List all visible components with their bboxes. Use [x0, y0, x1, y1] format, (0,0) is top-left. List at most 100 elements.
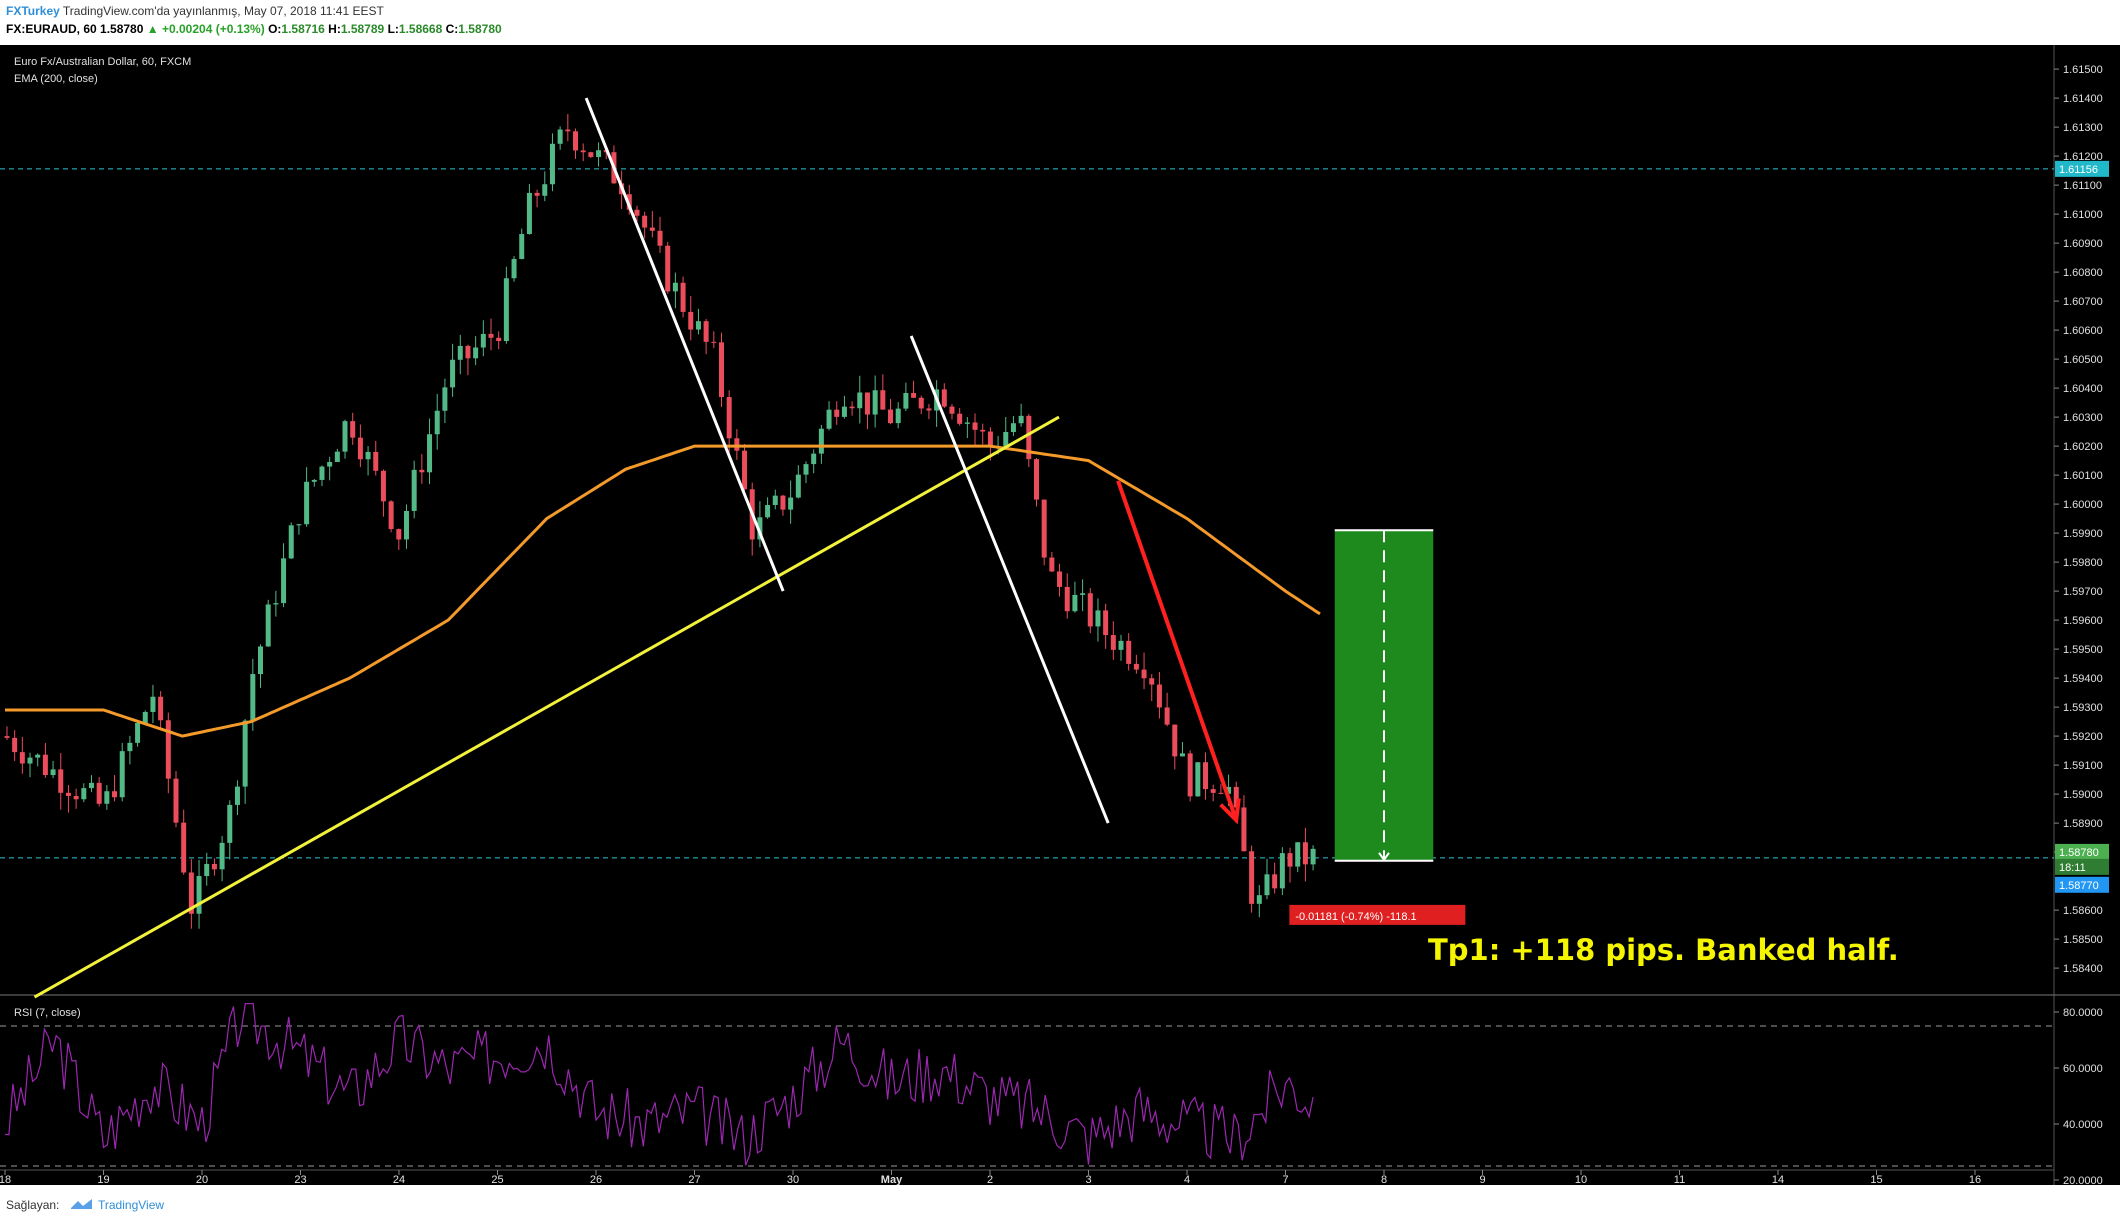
candle-body — [388, 501, 394, 530]
candle-body — [634, 209, 640, 216]
candle-body — [319, 466, 325, 480]
candle-body — [903, 393, 909, 409]
candle-body — [296, 524, 302, 526]
candle-body — [1272, 874, 1278, 889]
candle-body — [1302, 842, 1308, 865]
candle-body — [273, 603, 279, 605]
price-tick-label: 1.60500 — [2063, 354, 2103, 366]
candle-body — [1164, 707, 1170, 725]
price-tick-label: 1.60300 — [2063, 412, 2103, 424]
candle-body — [657, 230, 663, 246]
current-price-tag: 1.58780 — [2059, 847, 2099, 859]
candle-body — [473, 347, 479, 359]
candle-body — [81, 788, 87, 800]
candle-body — [127, 742, 133, 752]
candle-body — [742, 450, 748, 490]
candle-body — [573, 131, 579, 151]
countdown-tag-bg — [2055, 858, 2109, 875]
white-downtrend-line — [584, 97, 785, 592]
candle-body — [104, 791, 110, 804]
candle-body — [757, 517, 763, 540]
candle-body — [304, 481, 310, 525]
price-tick-label: 1.61200 — [2063, 151, 2103, 163]
ema-series — [5, 444, 1321, 738]
candle-body — [1057, 571, 1063, 587]
published-text: TradingView.com'da yayınlanmış, May 07, … — [62, 4, 384, 18]
candle-body — [373, 451, 379, 471]
publisher-name[interactable]: FXTurkey — [6, 4, 60, 18]
tradingview-link[interactable]: TradingView — [98, 1198, 165, 1212]
candle-body — [1310, 848, 1316, 865]
low-label: L: — [387, 22, 399, 36]
trendline — [33, 415, 1060, 999]
price-chart[interactable]: 1.61500 1.61400 1.61300 1.61200 1.61100 1.610… — [0, 45, 2120, 1185]
candle-body — [665, 245, 671, 292]
rsi-tick-label: 80.0000 — [2063, 1007, 2103, 1019]
price-tick-label: 1.59100 — [2063, 760, 2103, 772]
candle-body — [695, 321, 701, 330]
candle-body — [588, 152, 594, 157]
price-tags: 1.61156 1.58780 18:11 1.58770 -0.01181 (-0.7… — [1289, 160, 2109, 925]
candle-body — [142, 711, 148, 724]
candle-body — [565, 129, 571, 132]
candle-body — [334, 451, 340, 462]
price-tick-label: 1.60900 — [2063, 238, 2103, 250]
white-downtrend-line — [909, 335, 1110, 824]
candle-body — [1172, 724, 1178, 757]
candle-body — [19, 752, 25, 764]
candle-body — [688, 311, 694, 330]
candle-body — [580, 150, 586, 153]
candle-body — [841, 406, 847, 417]
candle-body — [12, 737, 18, 753]
candle-body — [926, 408, 932, 411]
candle-body — [350, 421, 356, 438]
candle-body — [1241, 807, 1247, 852]
candle-body — [135, 723, 141, 743]
ema-line — [5, 444, 1321, 738]
candle-body — [181, 822, 187, 873]
candle-body — [227, 804, 233, 843]
chart-title: Euro Fx/Australian Dollar, 60, FXCM — [14, 56, 191, 68]
candle-body — [1095, 610, 1101, 627]
price-tick-label: 1.61400 — [2063, 93, 2103, 105]
price-tick-label: 1.58900 — [2063, 818, 2103, 830]
last-price: 1.58780 — [100, 22, 144, 36]
candle-body — [519, 234, 525, 259]
chart-header: FXTurkey TradingView.com'da yayınlanmış,… — [0, 0, 2120, 45]
candle-body — [327, 461, 333, 467]
candle-body — [987, 431, 993, 447]
candle-body — [288, 525, 294, 559]
candle-body — [811, 453, 817, 465]
price-tick-label: 1.59000 — [2063, 789, 2103, 801]
candle-body — [726, 397, 732, 439]
candle-body — [788, 497, 794, 510]
candle-body — [234, 786, 240, 805]
candle-body — [411, 469, 417, 511]
candle-body — [150, 696, 156, 712]
candle-body — [1195, 762, 1201, 797]
candle-body — [112, 791, 118, 798]
candle-body — [450, 359, 456, 388]
countdown-tag: 18:11 — [2059, 862, 2086, 874]
price-tick-label: 1.60000 — [2063, 499, 2103, 511]
candle-body — [1080, 593, 1086, 595]
price-tick-label: 1.59800 — [2063, 557, 2103, 569]
entry-price-tag-bg — [2055, 876, 2109, 893]
candle-body — [1103, 610, 1109, 636]
candle-body — [1264, 874, 1270, 896]
price-tick-label: 1.60200 — [2063, 441, 2103, 453]
candle-body — [258, 646, 264, 675]
annotation-text: Tp1: +118 pips. Banked half. — [1428, 933, 1899, 967]
rsi-line — [4, 1002, 1314, 1166]
dashed-levels — [0, 168, 2054, 859]
candle-body — [88, 782, 94, 789]
candle-body — [911, 393, 917, 398]
time-tick-label: 3 — [1085, 1174, 1091, 1185]
candle-body — [65, 792, 71, 796]
tradingview-logo-icon — [71, 1199, 92, 1209]
candle-body — [434, 410, 440, 435]
candle-body — [980, 429, 986, 432]
candle-body — [42, 754, 48, 776]
candle-body — [1149, 678, 1155, 685]
candle-body — [957, 413, 963, 424]
